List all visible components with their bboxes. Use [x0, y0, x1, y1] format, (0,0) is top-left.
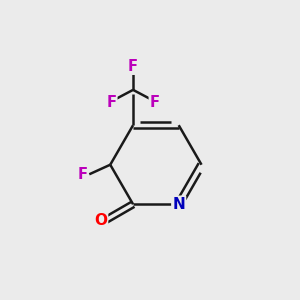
Text: F: F [77, 167, 88, 182]
Text: F: F [128, 59, 138, 74]
Text: F: F [106, 95, 116, 110]
Text: F: F [150, 95, 160, 110]
Text: N: N [172, 197, 185, 212]
Text: O: O [94, 213, 107, 228]
